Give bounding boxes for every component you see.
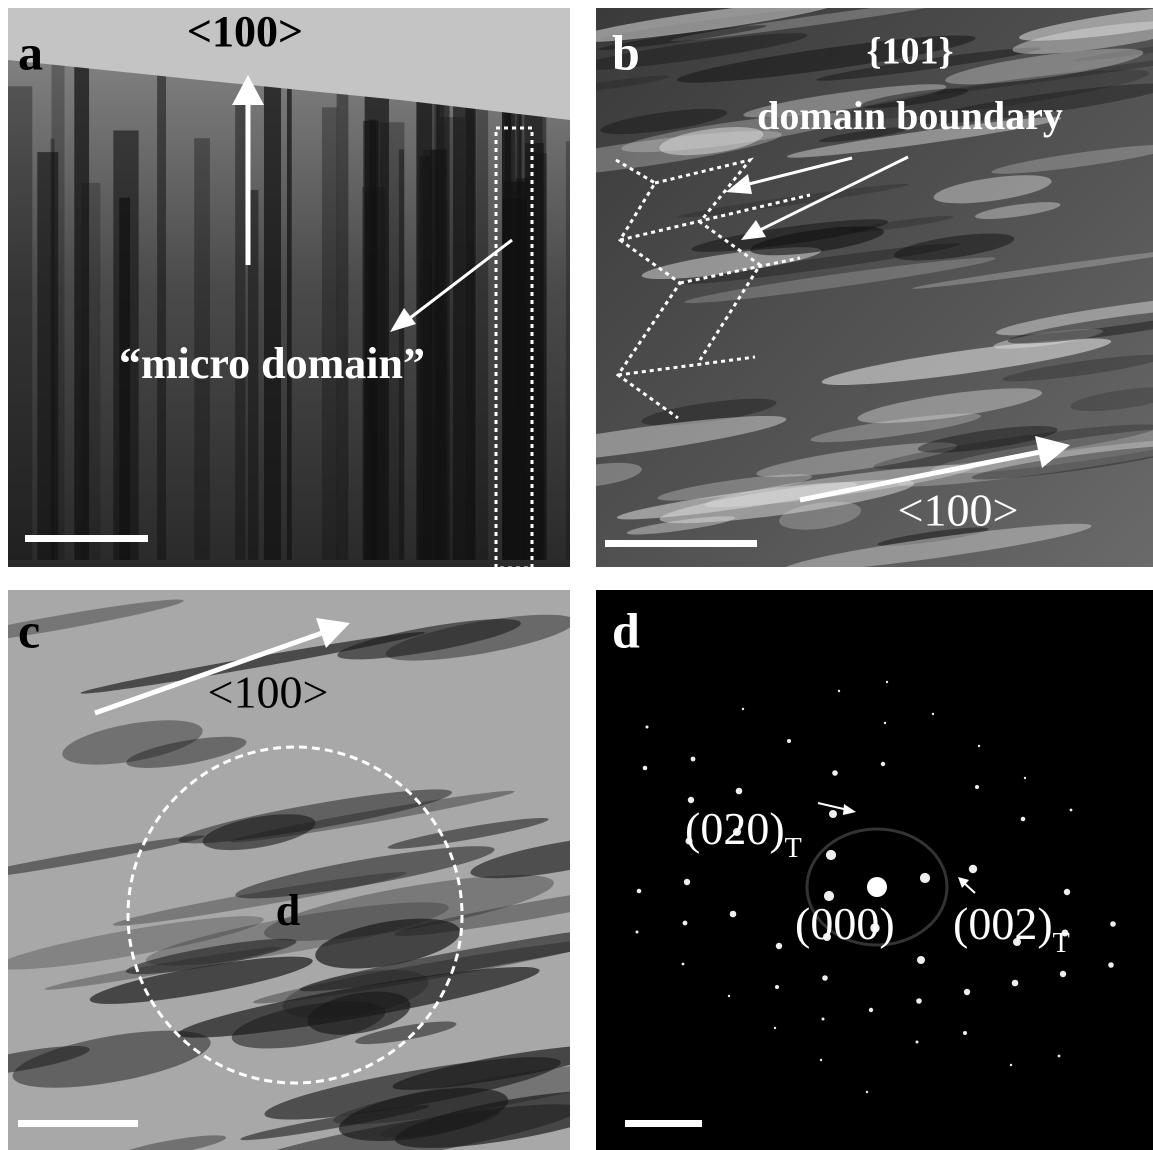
texture-mark bbox=[37, 152, 58, 560]
texture-mark bbox=[235, 98, 245, 560]
texture-mark bbox=[787, 739, 791, 743]
texture-mark bbox=[826, 850, 836, 860]
scale-bar bbox=[625, 1120, 702, 1127]
index: (000) bbox=[795, 898, 895, 949]
spot-label: (000) bbox=[795, 898, 895, 949]
texture-mark bbox=[917, 956, 925, 964]
texture-mark bbox=[866, 1091, 868, 1093]
texture-mark bbox=[1058, 1055, 1061, 1058]
texture-mark bbox=[822, 1018, 825, 1021]
index: (020) bbox=[685, 803, 785, 854]
texture-mark bbox=[1070, 809, 1073, 812]
texture-mark bbox=[1110, 921, 1116, 927]
texture-mark bbox=[264, 62, 281, 560]
scale-bar bbox=[18, 1120, 138, 1127]
figure: a <100> “micro domain” b {101} domain bo… bbox=[0, 0, 1153, 1150]
texture-mark bbox=[822, 975, 828, 981]
texture-mark bbox=[978, 745, 980, 747]
texture-mark bbox=[8, 86, 32, 560]
texture-mark bbox=[776, 943, 782, 949]
diffraction-pattern bbox=[596, 590, 1153, 1150]
texture-mark bbox=[1010, 1064, 1012, 1066]
texture-mark bbox=[636, 931, 639, 934]
plane-label: {101} bbox=[867, 31, 954, 73]
panel-d: d (020)T (000) (002)T bbox=[596, 590, 1153, 1150]
texture-mark bbox=[838, 690, 840, 692]
texture-mark bbox=[81, 183, 100, 560]
texture-mark bbox=[736, 788, 743, 795]
texture-mark bbox=[886, 681, 888, 683]
scale-bar bbox=[605, 540, 757, 547]
texture-mark bbox=[869, 1008, 873, 1012]
direction-label: <100> bbox=[898, 485, 1019, 536]
texture-mark bbox=[1012, 980, 1019, 987]
region-label: d bbox=[276, 886, 300, 935]
texture-mark bbox=[1021, 817, 1026, 822]
texture-mark bbox=[682, 963, 685, 966]
texture-mark bbox=[881, 762, 885, 766]
texture-mark bbox=[742, 708, 744, 710]
texture-mark bbox=[287, 58, 292, 560]
texture-mark bbox=[646, 726, 649, 729]
panel-label: c bbox=[18, 602, 40, 658]
texture-mark bbox=[643, 766, 648, 771]
texture-mark bbox=[969, 865, 977, 873]
texture-mark bbox=[1024, 777, 1026, 779]
texture-mark bbox=[775, 985, 779, 989]
panel-a: a <100> “micro domain” bbox=[8, 7, 575, 568]
texture-mark bbox=[566, 141, 575, 560]
texture-mark bbox=[691, 757, 696, 762]
central-spot bbox=[867, 877, 887, 897]
texture-mark bbox=[963, 1031, 967, 1035]
texture-mark bbox=[916, 998, 922, 1004]
texture-mark bbox=[730, 911, 737, 918]
texture-mark bbox=[477, 64, 488, 560]
texture-mark bbox=[975, 785, 979, 789]
annotation: “micro domain” bbox=[119, 339, 425, 388]
texture-mark bbox=[916, 1041, 919, 1044]
texture-mark bbox=[683, 921, 688, 926]
subscript: T bbox=[1053, 928, 1070, 959]
texture-mark bbox=[820, 1059, 822, 1061]
texture-mark bbox=[440, 117, 465, 560]
texture-mark bbox=[774, 1027, 776, 1029]
texture-mark bbox=[637, 889, 642, 894]
scale-bar bbox=[25, 535, 148, 542]
texture-mark bbox=[322, 107, 337, 560]
texture-mark bbox=[505, 96, 521, 560]
direction-label: <100> bbox=[187, 7, 303, 56]
texture-mark bbox=[157, 73, 166, 560]
index: (002) bbox=[953, 898, 1053, 949]
panel-label: a bbox=[18, 24, 43, 80]
texture-mark bbox=[932, 713, 934, 715]
texture-mark bbox=[829, 810, 837, 818]
subscript: T bbox=[785, 833, 802, 864]
texture-mark bbox=[920, 873, 930, 883]
texture-mark bbox=[728, 995, 730, 997]
texture-mark bbox=[964, 989, 970, 995]
texture-mark bbox=[832, 770, 838, 776]
panel-label: b bbox=[612, 24, 640, 80]
panel-label: d bbox=[612, 602, 640, 658]
texture-mark bbox=[684, 879, 690, 885]
direction-label: <100> bbox=[208, 667, 329, 718]
panel-b: b {101} domain boundary <100> bbox=[488, 0, 1153, 579]
panel-c: c <100> d bbox=[0, 590, 688, 1150]
texture-mark bbox=[1060, 971, 1066, 977]
texture-mark bbox=[1108, 962, 1114, 968]
texture-mark bbox=[534, 153, 547, 560]
annotation: domain boundary bbox=[757, 93, 1063, 138]
texture-mark bbox=[1064, 889, 1070, 895]
texture-mark bbox=[884, 722, 886, 724]
texture-mark bbox=[337, 93, 349, 560]
